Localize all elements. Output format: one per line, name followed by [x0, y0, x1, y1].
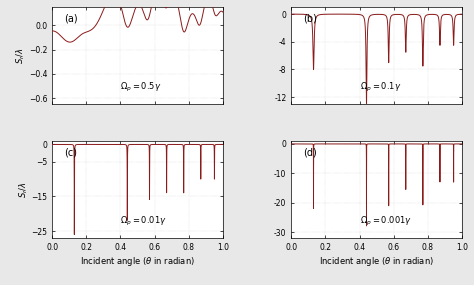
- Y-axis label: $S_r/\lambda$: $S_r/\lambda$: [18, 181, 30, 198]
- Text: (c): (c): [64, 148, 77, 158]
- X-axis label: Incident angle ($\theta$ in radian): Incident angle ($\theta$ in radian): [319, 255, 434, 268]
- Text: $\Omega_p=0.01\gamma$: $\Omega_p=0.01\gamma$: [120, 215, 167, 228]
- Text: $\Omega_p=0.1\gamma$: $\Omega_p=0.1\gamma$: [360, 81, 401, 94]
- Text: $\Omega_p=0.001\gamma$: $\Omega_p=0.001\gamma$: [360, 215, 412, 228]
- Text: (d): (d): [303, 148, 317, 158]
- Text: (b): (b): [303, 14, 317, 24]
- Y-axis label: $S_r/\lambda$: $S_r/\lambda$: [15, 47, 27, 64]
- Text: $\Omega_p=0.5\gamma$: $\Omega_p=0.5\gamma$: [120, 81, 162, 94]
- X-axis label: Incident angle ($\theta$ in radian): Incident angle ($\theta$ in radian): [80, 255, 195, 268]
- Text: (a): (a): [64, 14, 78, 24]
